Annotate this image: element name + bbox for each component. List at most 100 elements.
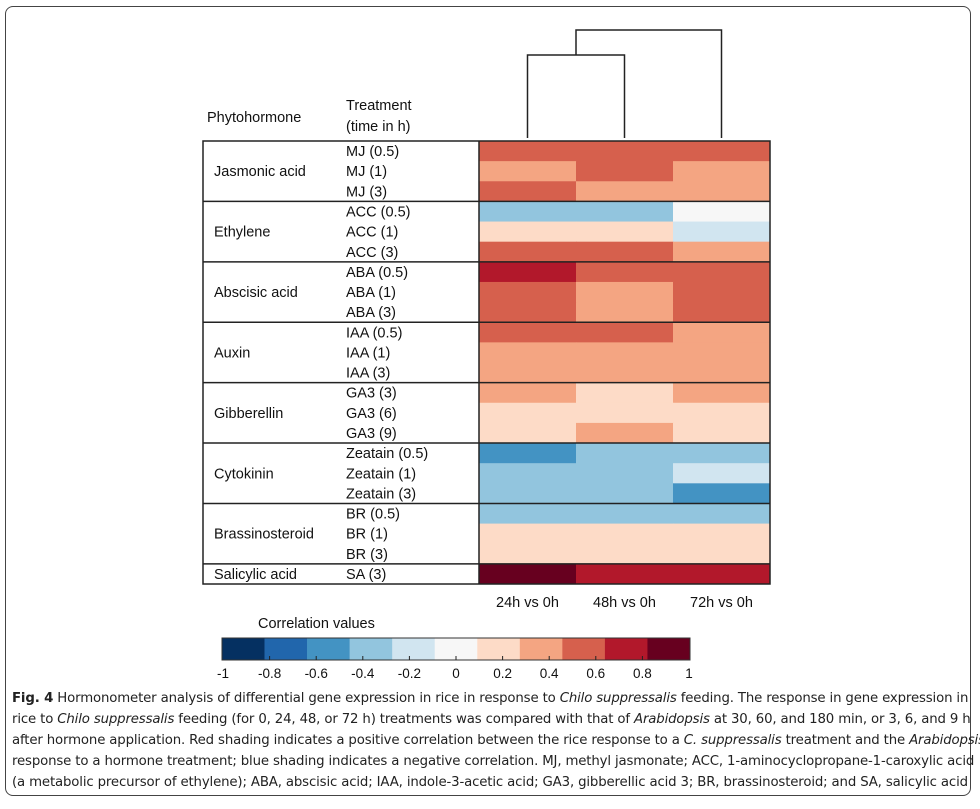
heatmap-cell	[576, 261, 674, 283]
caption-text: Arabidopsis	[909, 733, 980, 748]
heatmap-cell	[479, 483, 577, 504]
heatmap-cell	[673, 362, 771, 384]
legend-tick-label: 0	[452, 666, 460, 680]
dendrogram-branch	[575, 29, 723, 138]
caption-text: (a metabolic precursor of ethylene); ABA…	[12, 775, 968, 790]
heatmap-cell	[673, 141, 771, 162]
heatmap-cell	[673, 281, 771, 303]
legend-color-swatch	[562, 638, 606, 660]
legend-tick-label: -0.2	[398, 666, 421, 680]
caption-text: Hormonometer analysis of differential ge…	[53, 691, 560, 706]
heatmap-cell	[576, 563, 674, 585]
legend-color-swatch	[519, 638, 563, 660]
heatmap-cell	[479, 181, 577, 202]
heatmap-cell	[673, 201, 771, 223]
heatmap-cell	[479, 563, 577, 585]
table-border	[202, 140, 771, 585]
heatmap-cell	[673, 543, 771, 565]
treatment-label: IAA (3)	[346, 366, 390, 382]
treatment-label: ABA (0.5)	[346, 265, 408, 281]
treatment-label: SA (3)	[346, 567, 386, 583]
heatmap-cell	[576, 543, 674, 565]
heatmap-cell	[576, 302, 674, 323]
phytohormone-label: Gibberellin	[214, 406, 283, 422]
heatmap-cell	[673, 342, 771, 363]
heatmap-cell	[479, 342, 577, 363]
heatmap-cell	[576, 342, 674, 363]
heatmap-cell	[479, 463, 577, 484]
legend-tick-label: 0.8	[633, 666, 652, 680]
heatmap-cell	[479, 523, 577, 545]
phytohormone-label: Auxin	[214, 345, 250, 361]
treatment-label: Zeatain (3)	[346, 486, 416, 502]
treatment-label: IAA (0.5)	[346, 325, 402, 341]
caption-text: feeding (for 0, 24, 48, or 72 h) treatme…	[174, 712, 635, 727]
legend-color-swatch	[604, 638, 648, 660]
legend-tick-label: -0.6	[305, 666, 328, 680]
caption-text: Chilo suppressalis	[559, 691, 677, 706]
treatment-label: BR (0.5)	[346, 507, 400, 523]
heatmap-cell	[576, 181, 674, 202]
treatment-label: MJ (1)	[346, 164, 387, 180]
heatmap-cell	[576, 221, 674, 243]
header-treatment-time: (time in h)	[346, 119, 410, 135]
caption-line: Fig. 4 Hormonometer analysis of differen…	[12, 688, 972, 709]
heatmap-cell	[576, 362, 674, 384]
heatmap-cell	[576, 503, 674, 525]
legend-color-swatch	[222, 638, 265, 660]
treatment-label: BR (1)	[346, 527, 388, 543]
heatmap-cell	[479, 382, 577, 404]
legend-color-swatch	[349, 638, 393, 660]
legend-color-swatch	[477, 638, 521, 660]
legend-tick-label: 0.6	[586, 666, 605, 680]
treatment-label: IAA (1)	[346, 345, 390, 361]
heatmap-cell	[673, 443, 771, 464]
legend-color-swatch	[392, 638, 436, 660]
caption-text: response to a hormone treatment; blue sh…	[12, 754, 975, 769]
heatmap-cell	[673, 503, 771, 525]
heatmap-cell	[576, 241, 674, 263]
heatmap-cell	[673, 422, 771, 444]
figure-label: Fig. 4	[12, 691, 54, 706]
caption-line: response to a hormone treatment; blue sh…	[12, 751, 975, 772]
legend-color-swatch	[264, 638, 308, 660]
treatment-label: GA3 (6)	[346, 406, 397, 422]
legend-title: Correlation values	[258, 616, 375, 632]
heatmap-cell	[479, 402, 577, 424]
caption-text: feeding. The response in gene expression…	[676, 691, 969, 706]
column-label: 48h vs 0h	[593, 595, 656, 611]
caption-text: at 30, 60, and 180 min, or 3, 6, and 9 h	[709, 712, 971, 727]
legend-tick-label: -0.8	[258, 666, 281, 680]
heatmap-cell	[576, 463, 674, 484]
caption-line: (a metabolic precursor of ethylene); ABA…	[12, 772, 972, 793]
caption-text: C. suppressalis	[683, 733, 782, 748]
legend-tick-label: 0.4	[540, 666, 559, 680]
heatmap-cell	[673, 523, 771, 545]
heatmap-cell	[673, 322, 771, 343]
heatmap-cell	[479, 201, 577, 223]
heatmap-cell	[479, 322, 577, 343]
heatmap-cell	[479, 302, 577, 323]
heatmap-cell	[673, 221, 771, 243]
header-treatment: Treatment	[346, 98, 412, 114]
phytohormone-label: Ethylene	[214, 225, 270, 241]
heatmap-cell	[479, 241, 577, 263]
heatmap-cell	[479, 543, 577, 565]
dendrogram-branch	[526, 54, 626, 138]
heatmap-cell	[673, 463, 771, 484]
heatmap-cell	[673, 261, 771, 283]
heatmap-cell	[673, 302, 771, 323]
treatment-label: GA3 (9)	[346, 426, 397, 442]
heatmap-cell	[576, 141, 674, 162]
treatment-label: MJ (3)	[346, 184, 387, 200]
caption-text: Chilo suppressalis	[57, 712, 175, 727]
hormonometer-heatmap: Phytohormone Treatment (time in h) MJ (0.5)…	[202, 29, 771, 680]
treatment-label: ABA (3)	[346, 305, 396, 321]
heatmap-cell	[673, 181, 771, 202]
treatment-label: ABA (1)	[346, 285, 396, 301]
heatmap-cell	[576, 161, 674, 182]
heatmap-cell	[576, 322, 674, 343]
legend-tick-label: -0.4	[351, 666, 375, 680]
legend-tick-label: 1	[685, 666, 693, 680]
heatmap-cell	[576, 382, 674, 404]
